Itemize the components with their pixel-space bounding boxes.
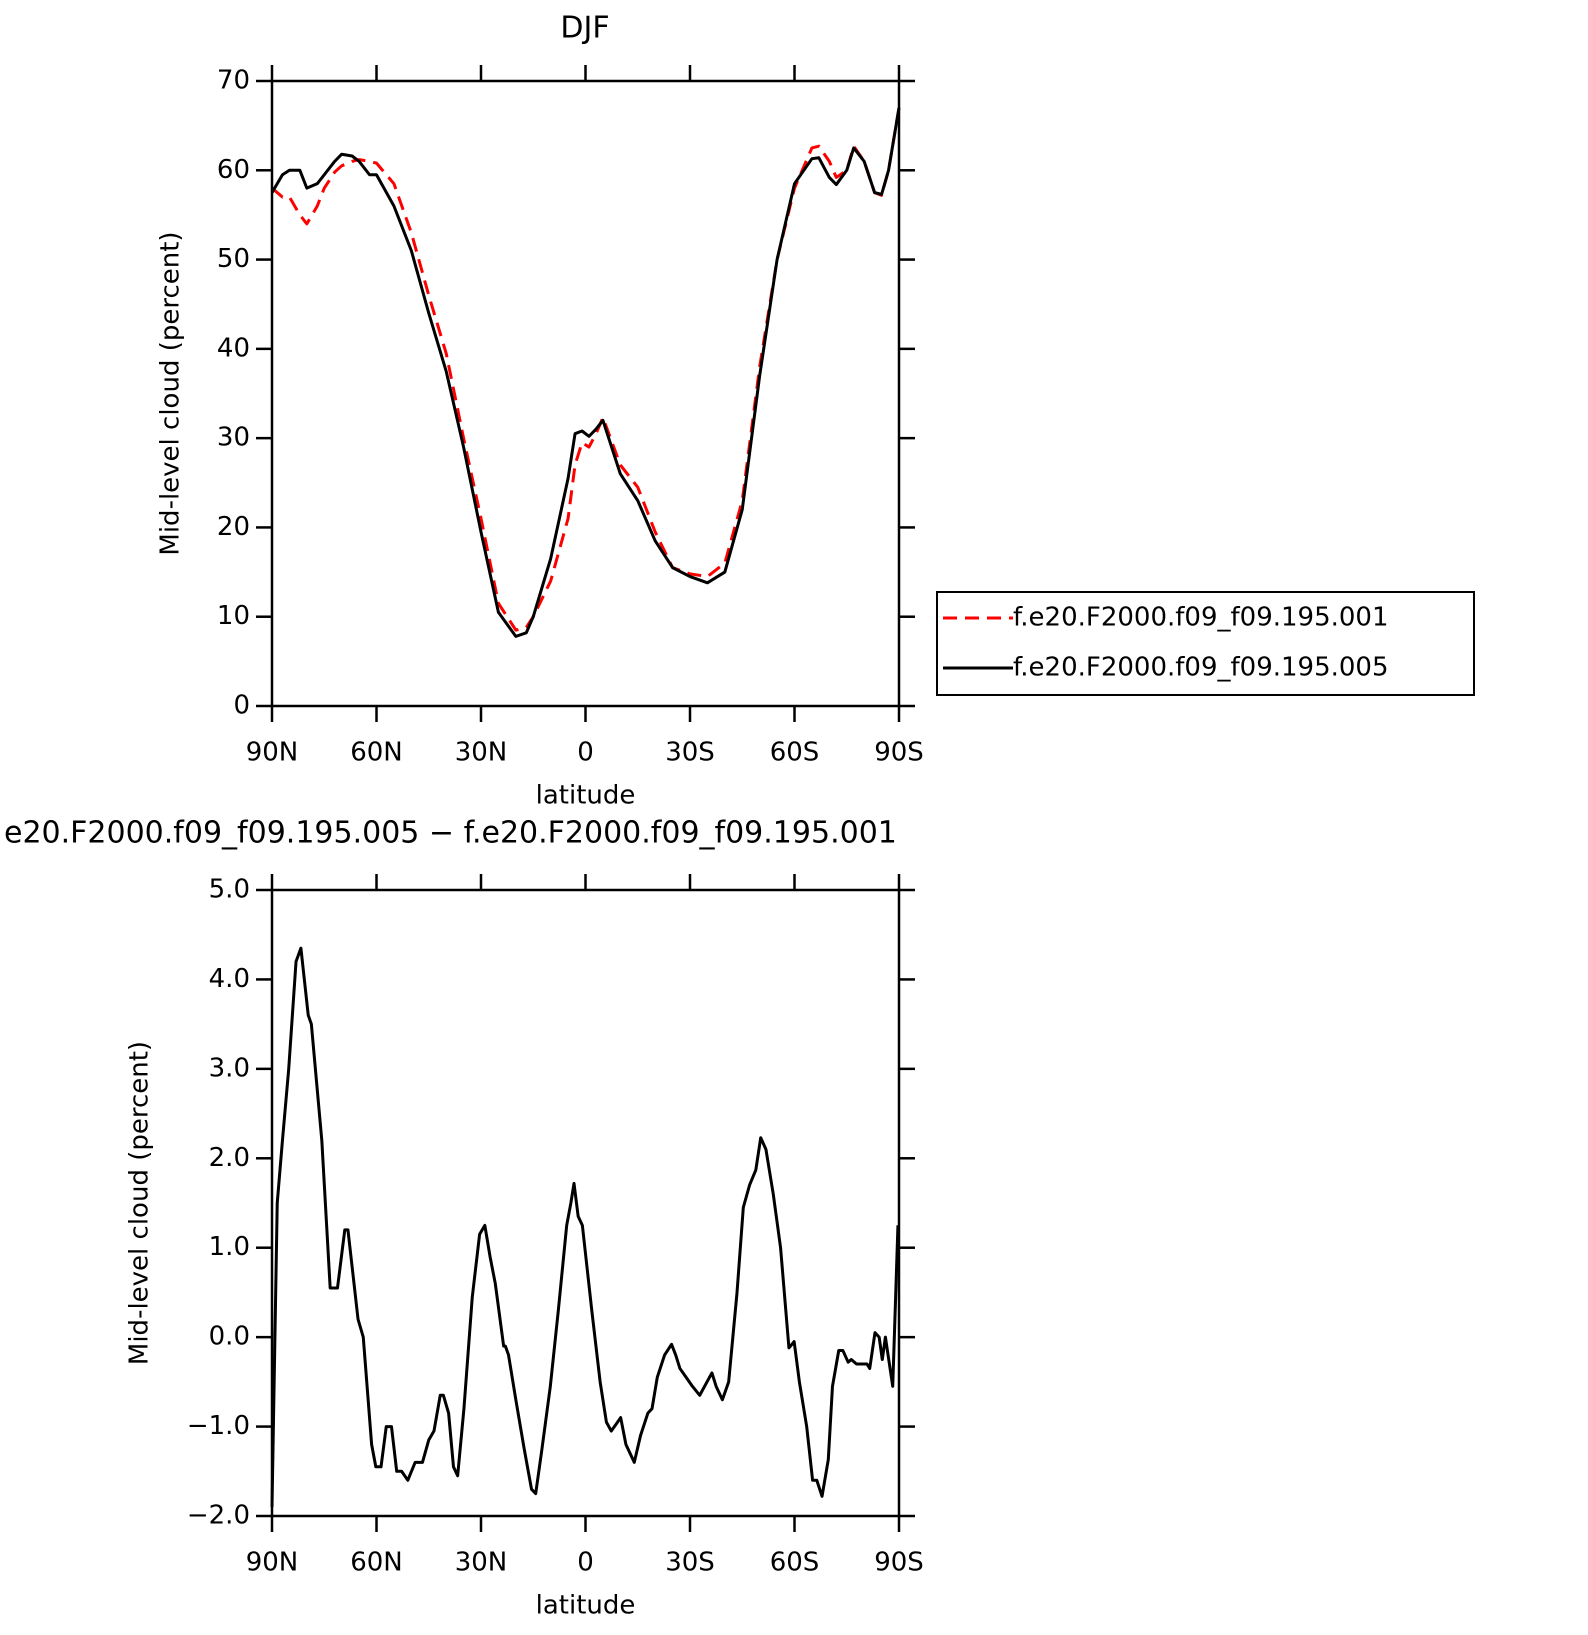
y-tick-label: 10	[217, 601, 250, 631]
y-axis-label: Mid-level cloud (percent)	[125, 1041, 155, 1365]
x-tick-label: 60N	[350, 1548, 403, 1578]
legend-label: f.e20.F2000.f09_f09.195.005	[1013, 653, 1389, 683]
plot-frame	[270, 79, 901, 708]
x-tick-label: 30N	[455, 1548, 508, 1578]
y-tick-label: 2.0	[209, 1143, 250, 1173]
x-tick-label: 0	[577, 738, 594, 768]
x-tick-label: 30S	[665, 1548, 715, 1578]
x-tick-label: 0	[577, 1548, 594, 1578]
x-tick-label: 60N	[350, 738, 403, 768]
x-tick-label: 90S	[874, 738, 924, 768]
chart-title: DJF	[560, 11, 609, 46]
y-tick-label: 0	[233, 691, 250, 721]
y-tick-label: 1.0	[209, 1232, 250, 1262]
y-tick-label: −2.0	[187, 1501, 250, 1531]
x-tick-label: 30S	[665, 738, 715, 768]
y-tick-label: 4.0	[209, 964, 250, 994]
y-axis-label: Mid-level cloud (percent)	[156, 231, 186, 555]
y-tick-label: 3.0	[209, 1053, 250, 1083]
y-tick-label: 40	[217, 333, 250, 363]
x-axis-label: latitude	[536, 1591, 636, 1621]
y-tick-label: 60	[217, 155, 250, 185]
y-tick-label: 0.0	[209, 1322, 250, 1352]
line-series	[270, 946, 900, 1508]
x-tick-label: 60S	[770, 738, 820, 768]
line-series	[271, 107, 901, 632]
y-tick-label: 5.0	[209, 875, 250, 905]
x-tick-label: 30N	[455, 738, 508, 768]
x-tick-label: 60S	[770, 1548, 820, 1578]
legend-label: f.e20.F2000.f09_f09.195.001	[1013, 603, 1389, 633]
x-tick-label: 90N	[246, 738, 299, 768]
x-tick-label: 90S	[874, 1548, 924, 1578]
y-tick-label: 30	[217, 423, 250, 453]
y-tick-label: 70	[217, 66, 250, 96]
x-tick-label: 90N	[246, 1548, 299, 1578]
y-tick-label: −1.0	[187, 1411, 250, 1441]
chart-title: e20.F2000.f09_f09.195.005 − f.e20.F2000.…	[4, 816, 897, 851]
x-axis-label: latitude	[536, 781, 636, 811]
y-tick-label: 50	[217, 244, 250, 274]
line-series	[270, 107, 901, 638]
legend-box	[936, 591, 1475, 696]
plot-frame	[270, 888, 901, 1518]
y-tick-label: 20	[217, 512, 250, 542]
